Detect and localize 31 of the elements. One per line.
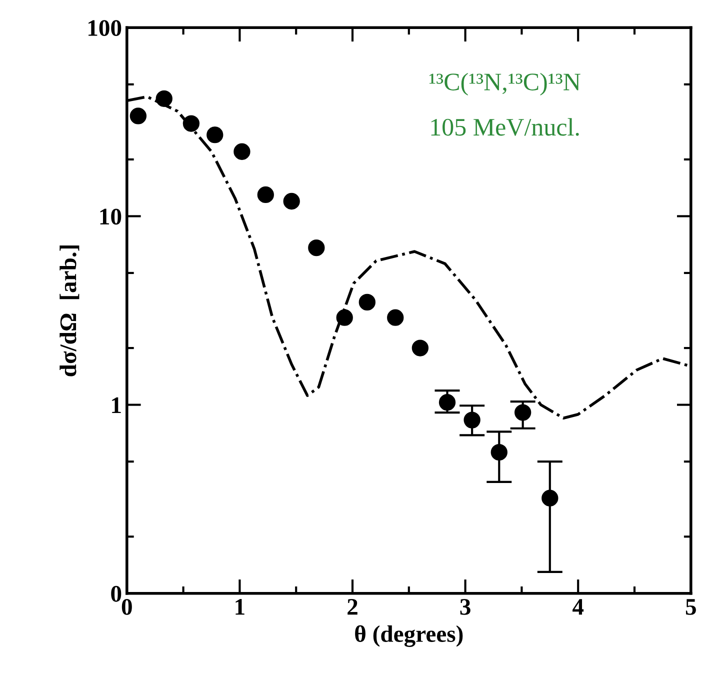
x-axis-title: θ (degrees): [355, 625, 463, 647]
y-tick-label: 100: [88, 20, 122, 36]
point: [490, 444, 508, 461]
x-tick-label: 3: [460, 599, 470, 615]
point: [358, 294, 376, 311]
point: [257, 186, 274, 204]
point: [182, 115, 200, 132]
x-tick-label: 5: [686, 599, 696, 615]
annotation: 105 MeV/nucl.: [431, 118, 579, 136]
y-axis-title: dσ/dΩ [arb.]: [60, 246, 80, 376]
point: [156, 90, 172, 107]
point: [206, 126, 224, 144]
x-tick-label: 2: [348, 599, 358, 615]
y-tick-label: 0: [111, 586, 122, 602]
x-tick-label: 4: [572, 599, 584, 615]
annotation: ¹³C(¹³N,¹³C)¹³N: [429, 72, 580, 96]
y-tick-label: 10: [100, 208, 122, 225]
point: [412, 340, 429, 356]
point: [336, 309, 353, 326]
point: [514, 404, 532, 421]
x-tick-label: 1: [236, 599, 244, 615]
point: [438, 394, 456, 411]
point: [234, 143, 250, 160]
point: [130, 108, 147, 124]
point: [542, 490, 558, 506]
y-tick-label: 1: [112, 397, 121, 413]
point: [387, 309, 404, 326]
point: [308, 239, 325, 256]
point: [283, 192, 300, 210]
point: [464, 412, 480, 428]
x-tick-label: 0: [122, 598, 132, 615]
